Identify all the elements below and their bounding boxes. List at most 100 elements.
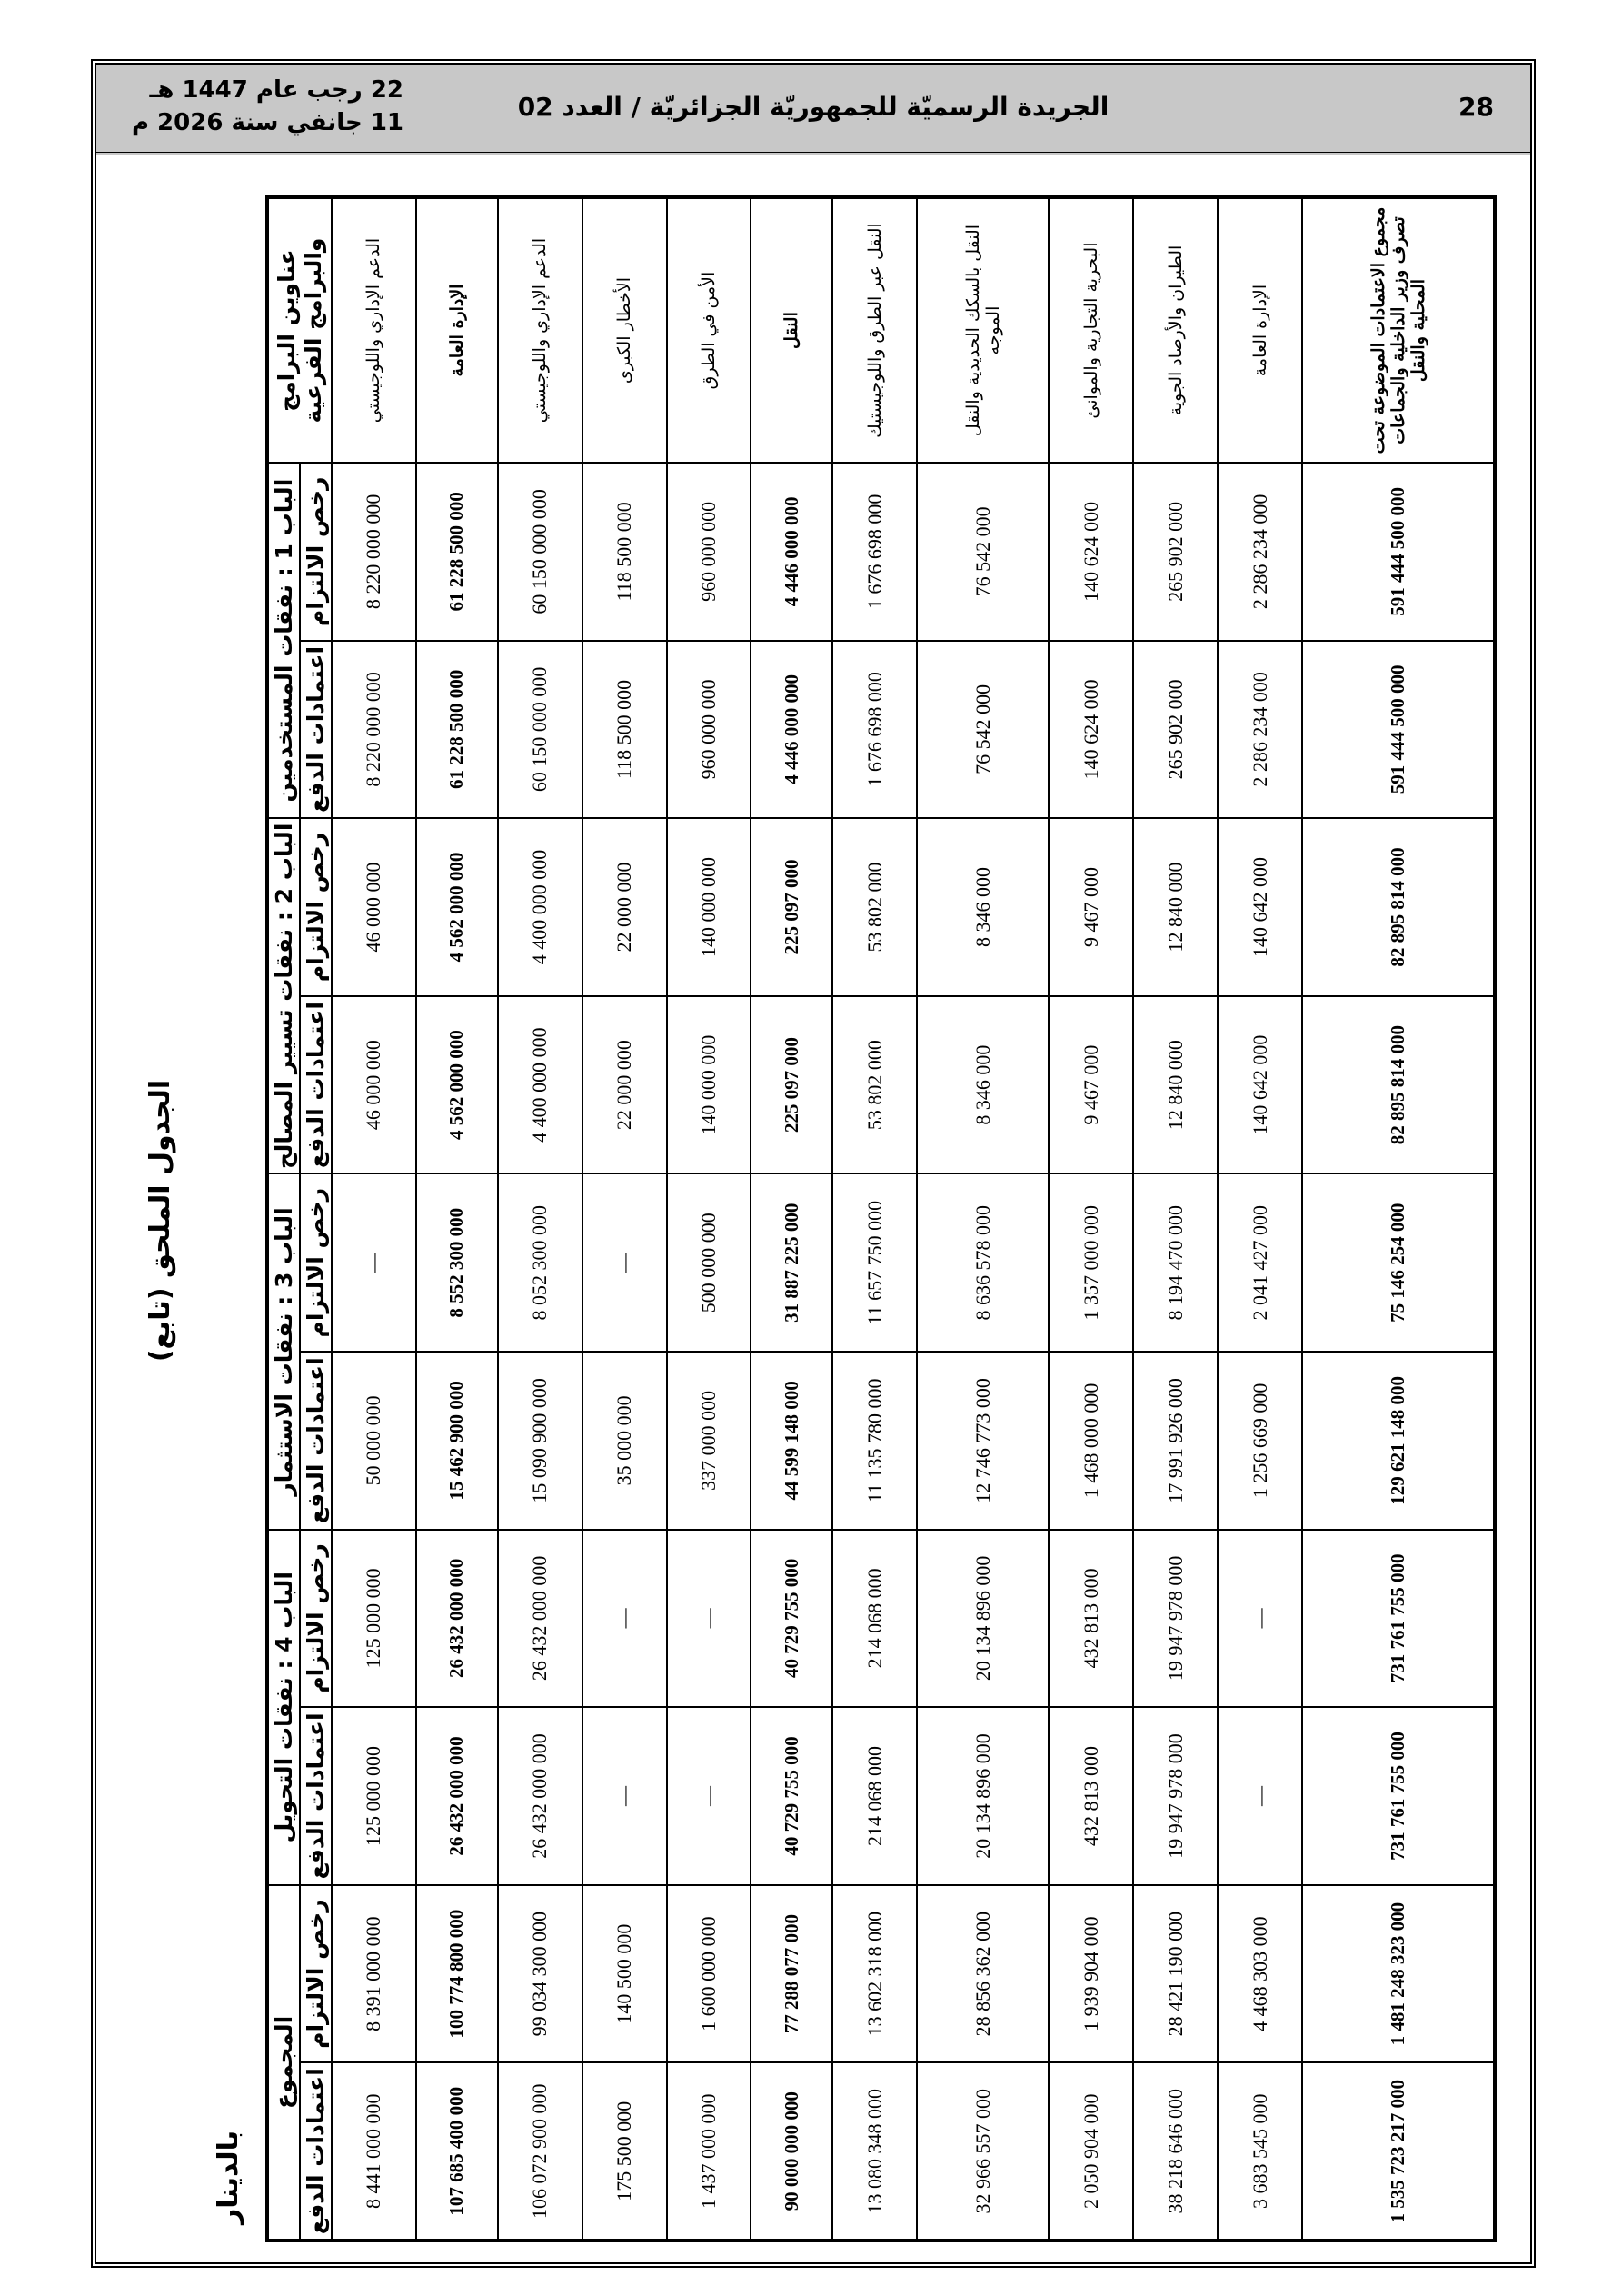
subheader: رخص الالتزام [300, 818, 332, 996]
program-title: البحرية التجارية والموانئ [1049, 197, 1134, 464]
amount: — [332, 1173, 416, 1353]
amount: 35 000 000 [582, 1352, 667, 1530]
amount: 44 599 148 000 [751, 1352, 833, 1530]
amount: 731 761 755 000 [1302, 1529, 1495, 1708]
amount: — [666, 1707, 751, 1885]
amount: 265 902 000 [1133, 463, 1219, 641]
amount: 26 432 000 000 [497, 1707, 582, 1885]
program-title: الدعم الإداري واللوجيستي [332, 197, 416, 464]
amount: 107 685 400 000 [415, 2062, 498, 2241]
program-title: الإدارة العامة [415, 197, 498, 464]
program-title: الإدارة العامة [1218, 197, 1303, 464]
table-head: عناوين البرامج والبرامج الفرعية الباب 1 :… [267, 197, 332, 2241]
amount: 1 676 698 000 [832, 463, 918, 641]
amount: 12 840 000 [1133, 995, 1219, 1174]
amount: 40 729 755 000 [751, 1529, 833, 1708]
amount: 175 500 000 [582, 2062, 667, 2241]
amount: 140 624 000 [1049, 640, 1134, 819]
amount: 11 135 780 000 [832, 1352, 918, 1530]
date-hijri: 22 رجب عام 1447 هـ [149, 76, 404, 104]
amount: 53 802 000 [832, 995, 918, 1174]
amount: 2 041 427 000 [1218, 1173, 1303, 1353]
amount: 125 000 000 [332, 1529, 416, 1708]
amount: 61 228 500 000 [415, 463, 498, 641]
group-header: المجموع [267, 1884, 300, 2241]
program-title: الطيران والأرصاد الجوية [1133, 197, 1219, 464]
amount: — [1218, 1529, 1303, 1708]
amount: 15 462 900 000 [415, 1352, 498, 1530]
table-row: الإدارة العامة 61 228 500 000 61 228 500 0… [415, 197, 498, 2241]
amount: 214 068 000 [832, 1529, 918, 1708]
subheader: رخص الالتزام [300, 463, 332, 641]
amount: 1 357 000 000 [1049, 1173, 1134, 1353]
table-row: الأخطار الكبرى 118 500 000 118 500 000 22 0… [582, 197, 667, 2241]
amount: 20 134 896 000 [917, 1529, 1050, 1708]
amount: 140 500 000 [582, 1884, 667, 2063]
amount: — [582, 1529, 667, 1708]
amount: 4 400 000 000 [497, 818, 582, 996]
page-frame: 28 الجريدة الرسميّة للجمهوريّة الجزائريّ… [91, 59, 1536, 2268]
program-title: الأمن في الطرق [666, 197, 751, 464]
amount: 22 000 000 [582, 995, 667, 1174]
amount: 9 467 000 [1049, 818, 1134, 996]
amount: 432 813 000 [1049, 1529, 1134, 1708]
group-header: الباب 2 : نفقات تسيير المصالح [267, 818, 300, 1174]
amount: 4 400 000 000 [497, 995, 582, 1174]
caption: الجدول الملحق (تابع) [144, 1079, 176, 1363]
amount: 432 813 000 [1049, 1707, 1134, 1885]
amount: 28 421 190 000 [1133, 1884, 1219, 2063]
table-row: النقل 4 446 000 000 4 446 000 000 225 097 0… [751, 197, 833, 2241]
budget-table: عناوين البرامج والبرامج الفرعية الباب 1 :… [265, 195, 1497, 2242]
amount: 46 000 000 [332, 995, 416, 1174]
amount: 11 657 750 000 [832, 1173, 918, 1353]
amount: 140 000 000 [666, 995, 751, 1174]
program-title: مجموع الاعتمادات الموضوعة تحت تصرف وزير … [1302, 197, 1495, 464]
amount: 82 895 814 000 [1302, 995, 1495, 1174]
amount: 38 218 646 000 [1133, 2062, 1219, 2241]
amount: 46 000 000 [332, 818, 416, 996]
amount: — [582, 1707, 667, 1885]
subheader: رخص الالتزام [300, 1884, 332, 2063]
amount: 8 441 000 000 [332, 2062, 416, 2241]
amount: 82 895 814 000 [1302, 818, 1495, 996]
amount: — [1218, 1707, 1303, 1885]
table-row: النقل عبر الطرق واللوجيستيك 1 676 698 000… [832, 197, 918, 2241]
table-body: الدعم الإداري واللوجيستي 8 220 000 000 8 2… [332, 197, 1495, 2241]
amount: 1 437 000 000 [666, 2062, 751, 2241]
amount: 140 000 000 [666, 818, 751, 996]
subheader-row: رخص الالتزام اعتمادات الدفع رخص الالتزام اع… [300, 197, 332, 2241]
header-band: 28 الجريدة الرسميّة للجمهوريّة الجزائريّ… [96, 65, 1530, 155]
amount: 591 444 500 000 [1302, 463, 1495, 641]
amount: 265 902 000 [1133, 640, 1219, 819]
amount: 50 000 000 [332, 1352, 416, 1530]
group-header: الباب 3 : نفقات الاستثمار [267, 1173, 300, 1530]
subheader: اعتمادات الدفع [300, 1707, 332, 1885]
amount: 125 000 000 [332, 1707, 416, 1885]
amount: 960 000 000 [666, 463, 751, 641]
amount: — [582, 1173, 667, 1353]
amount: 28 856 362 000 [917, 1884, 1050, 2063]
amount: — [666, 1529, 751, 1708]
amount: 337 000 000 [666, 1352, 751, 1530]
amount: 4 562 000 000 [415, 995, 498, 1174]
subheader: رخص الالتزام [300, 1173, 332, 1353]
amount: 8 346 000 [917, 818, 1050, 996]
journal-title: الجريدة الرسميّة للجمهوريّة الجزائريّة /… [517, 92, 1110, 122]
unit-label: بالدينار [213, 2130, 244, 2224]
amount: 8 220 000 000 [332, 640, 416, 819]
amount: 225 097 000 [751, 995, 833, 1174]
amount: 60 150 000 000 [497, 640, 582, 819]
amount: 8 391 000 000 [332, 1884, 416, 2063]
header-row: عناوين البرامج والبرامج الفرعية الباب 1 :… [267, 197, 332, 2241]
amount: 60 150 000 000 [497, 463, 582, 641]
table-row: البحرية التجارية والموانئ 140 624 000 140 … [1049, 197, 1134, 2241]
dates: 22 رجب عام 1447 هـ 11 جانفي سنة 2026 م [122, 74, 403, 139]
amount: 140 624 000 [1049, 463, 1134, 641]
amount: 1 468 000 000 [1049, 1352, 1134, 1530]
amount: 4 468 303 000 [1218, 1884, 1303, 2063]
amount: 106 072 900 000 [497, 2062, 582, 2241]
amount: 13 080 348 000 [832, 2062, 918, 2241]
amount: 99 034 300 000 [497, 1884, 582, 2063]
amount: 8 194 470 000 [1133, 1173, 1219, 1353]
